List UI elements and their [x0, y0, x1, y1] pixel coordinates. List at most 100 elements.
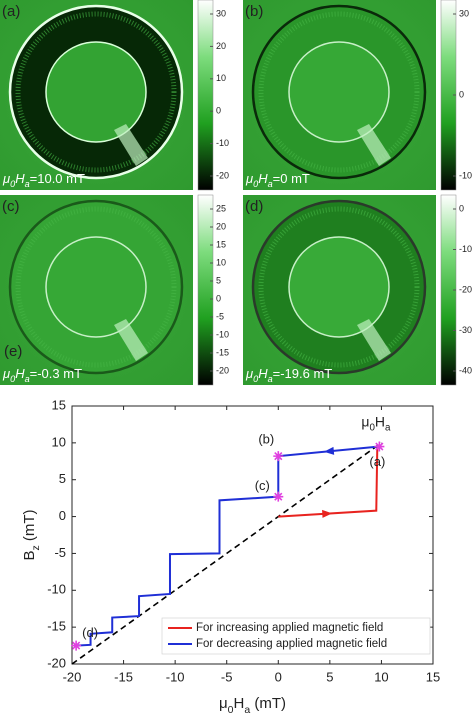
colorbar-tick-label: 15: [216, 239, 226, 249]
colorbar-tick-label: -20: [216, 365, 229, 375]
colorbar-tick-label: -20: [216, 170, 229, 180]
marker-label: (d): [82, 625, 98, 640]
inner-disk: [45, 41, 147, 143]
colorbar-tick-label: 0: [216, 293, 221, 303]
colorbar-tick-label: 10: [216, 73, 226, 83]
colorbar-tick-label: -15: [216, 347, 229, 357]
text-part: a: [268, 374, 273, 384]
x-axis-label: μ0Ha (mT): [219, 695, 286, 716]
inner-disk: [288, 236, 390, 338]
y-tick-label: 15: [52, 397, 66, 412]
panel-label: (b): [245, 3, 263, 20]
text-part: μ: [361, 413, 369, 429]
y-tick-label: -15: [47, 619, 66, 634]
colorbar-tick-label: 30: [459, 8, 469, 18]
text-part: =-0.3 mT: [30, 366, 82, 381]
colorbar-tick-label: -20: [459, 284, 472, 294]
field-label: μ0Ha=-19.6 mT: [245, 366, 332, 384]
text-part: H: [258, 171, 268, 186]
text-part: μ: [219, 695, 228, 712]
reference-line: [71, 442, 382, 665]
x-tick-label: 15: [426, 669, 440, 684]
annotation: μ0Ha: [361, 413, 391, 433]
text-part: μ: [2, 171, 10, 186]
text-part: a: [25, 374, 30, 384]
text-part: a: [385, 423, 391, 434]
colorbar-tick-label: -10: [459, 244, 472, 254]
direction-arrow: [323, 446, 335, 455]
x-tick-label: -10: [166, 669, 185, 684]
y-tick-label: -10: [47, 582, 66, 597]
colorbar-tick-label: 20: [216, 221, 226, 231]
panel-label: (c): [2, 198, 20, 215]
legend-box: [161, 617, 431, 655]
marker-label: (b): [258, 432, 274, 447]
y-axis-label: Bz (mT): [21, 509, 42, 560]
text-part: a: [268, 179, 273, 189]
colorbar-tick-label: -10: [459, 170, 472, 180]
text-part: 0: [10, 179, 15, 189]
field-label: μ0Ha=-0.3 mT: [2, 366, 82, 384]
marker-star: [273, 451, 284, 462]
text-part: =10.0 mT: [30, 171, 85, 186]
text-part: B: [21, 551, 38, 561]
x-tick-label: 0: [275, 669, 282, 684]
text-part: H: [15, 366, 25, 381]
marker-star: [374, 441, 385, 452]
text-part: 0: [253, 374, 258, 384]
x-tick-label: 5: [326, 669, 333, 684]
colorbar: [197, 194, 214, 386]
text-part: μ: [245, 366, 253, 381]
text-part: 0: [228, 704, 234, 716]
series-line: [278, 446, 379, 518]
x-tick-label: 10: [374, 669, 388, 684]
y-tick-label: 5: [59, 471, 66, 486]
colorbar-tick-label: -5: [216, 311, 224, 321]
ring-fringe: [258, 206, 420, 368]
flux-channel: [114, 124, 148, 166]
text-part: 0: [369, 423, 375, 434]
panel-label: (d): [245, 198, 263, 215]
legend-label: For decreasing applied magnetic field: [196, 638, 387, 650]
flux-channel: [114, 319, 148, 361]
x-tick-label: -5: [221, 669, 233, 684]
text-part: H: [15, 171, 25, 186]
colorbar-tick-label: -10: [216, 329, 229, 339]
x-tick-label: -15: [114, 669, 133, 684]
text-part: μ: [2, 366, 10, 381]
colorbar-tick-label: -40: [459, 365, 472, 375]
colorbar-tick-label: 10: [216, 257, 226, 267]
text-part: =-19.6 mT: [273, 366, 333, 381]
marker-star: [71, 640, 82, 651]
text-part: μ: [245, 171, 253, 186]
marker-label: (a): [369, 454, 385, 469]
text-part: H: [233, 695, 244, 712]
text-part: z: [30, 545, 42, 550]
text-part: a: [25, 179, 30, 189]
flux-channel: [357, 319, 391, 361]
colorbar: [197, 0, 214, 191]
colorbar-tick-label: 0: [216, 106, 221, 116]
y-tick-label: -20: [47, 655, 66, 670]
legend-label: For increasing applied magnetic field: [196, 622, 383, 634]
text-part: =0 mT: [273, 171, 310, 186]
text-part: H: [375, 413, 385, 429]
flux-channel: [357, 124, 391, 166]
field-label: μ0Ha=0 mT: [245, 171, 310, 189]
text-part: 0: [10, 374, 15, 384]
direction-arrow: [322, 509, 333, 518]
colorbar-tick-label: 0: [459, 89, 464, 99]
colorbar-tick-label: 20: [216, 41, 226, 51]
text-part: a: [244, 704, 250, 716]
chart-panel-label: (e): [4, 343, 22, 360]
text-part: H: [258, 366, 268, 381]
field-label: μ0Ha=10.0 mT: [2, 171, 85, 189]
marker-label: (c): [255, 478, 270, 493]
ring-fringe: [15, 11, 177, 173]
ring-fringe: [15, 206, 177, 368]
series-line: [76, 445, 380, 647]
y-tick-label: -5: [54, 545, 66, 560]
text-part: (mT): [250, 695, 286, 712]
